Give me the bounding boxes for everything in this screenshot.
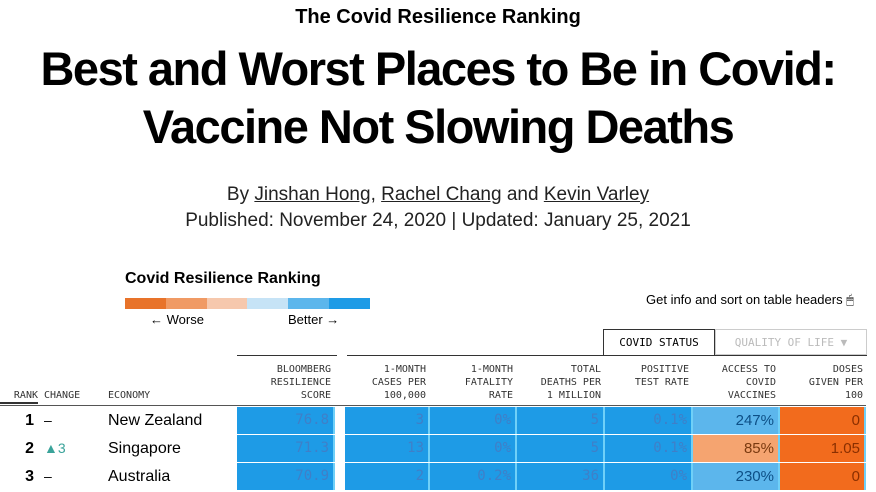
cases-cell: 13 [345,435,430,462]
legend-swatch [125,298,166,309]
fatality-cell: 0% [430,435,517,462]
legend-swatch [247,298,289,309]
legend-worse-label: ← Worse [150,312,204,327]
access-cell: 247% [693,407,780,434]
score-cell: 76.8 [237,407,335,434]
rank: 3 [25,468,34,485]
legend-swatch [329,298,370,309]
header-change[interactable]: CHANGE [44,390,81,401]
positive-cell: 0.1% [605,435,693,462]
header-positive[interactable]: POSITIVE TEST RATE [634,364,689,388]
rank: 1 [25,412,34,429]
economy-name: Australia [108,468,171,485]
header-rank[interactable]: RANK [0,389,38,404]
rank-change: – [44,412,52,428]
doses-cell: 0 [780,463,866,490]
header-fatality[interactable]: 1-MONTH FATALITY RATE [464,364,513,401]
fatality-cell: 0% [430,407,517,434]
byline: By Jinshan Hong, Rachel Chang and Kevin … [0,184,876,206]
economy-name: Singapore [108,440,181,457]
header-access[interactable]: ACCESS TO COVID VACCINES [721,364,776,401]
table-row[interactable]: 1 – New Zealand 76.8 3 0% 5 0.1% 247% 0 [0,407,876,435]
sort-hint: Get info and sort on table headers 🖱 [646,292,854,307]
legend-swatch [288,298,330,309]
legend-swatch [165,298,207,309]
publish-dates: Published: November 24, 2020 | Updated: … [185,210,691,231]
divider [347,355,867,356]
doses-cell: 0 [780,407,866,434]
access-cell: 230% [693,463,780,490]
author-link[interactable]: Rachel Chang [381,184,502,205]
table-row[interactable]: 3 – Australia 70.9 2 0.2% 36 0% 230% 0 [0,463,876,491]
deaths-cell: 36 [517,463,605,490]
author-link[interactable]: Jinshan Hong [254,184,371,205]
legend-better-label: Better → [288,312,340,327]
legend-title: Covid Resilience Ranking [125,270,321,287]
legend-color-scale [125,298,370,309]
access-cell: 85% [693,435,780,462]
cases-cell: 3 [345,407,430,434]
score-cell: 71.3 [237,435,335,462]
economy-name: New Zealand [108,412,203,429]
tab-covid-status[interactable]: COVID STATUS [603,329,715,355]
and-label: and [506,184,539,205]
deaths-cell: 5 [517,435,605,462]
rank: 2 [25,440,34,457]
header-doses[interactable]: DOSES GIVEN PER 100 [808,364,863,401]
deaths-cell: 5 [517,407,605,434]
by-label: By [226,184,250,205]
positive-cell: 0.1% [605,407,693,434]
header-score[interactable]: BLOOMBERG RESILIENCE SCORE [270,364,331,401]
separator: , [370,184,376,205]
divider [237,355,337,356]
header-economy[interactable]: ECONOMY [108,390,151,401]
tab-quality-of-life[interactable]: QUALITY OF LIFE ▼ [715,329,867,355]
legend-swatch [206,298,248,309]
article-title: Best and Worst Places to Be in Covid: Va… [40,42,837,153]
rank-change: – [44,468,52,484]
score-cell: 70.9 [237,463,335,490]
header-cases[interactable]: 1-MONTH CASES PER 100,000 [371,364,426,401]
positive-cell: 0% [605,463,693,490]
fatality-cell: 0.2% [430,463,517,490]
header-deaths[interactable]: TOTAL DEATHS PER 1 MILLION [540,364,601,401]
divider [0,405,866,406]
article-kicker: The Covid Resilience Ranking [295,6,581,28]
table-row[interactable]: 2 ▲3 Singapore 71.3 13 0% 5 0.1% 85% 1.05 [0,435,876,463]
cases-cell: 2 [345,463,430,490]
rank-change: ▲3 [44,440,66,456]
doses-cell: 1.05 [780,435,866,462]
author-link[interactable]: Kevin Varley [543,184,650,205]
